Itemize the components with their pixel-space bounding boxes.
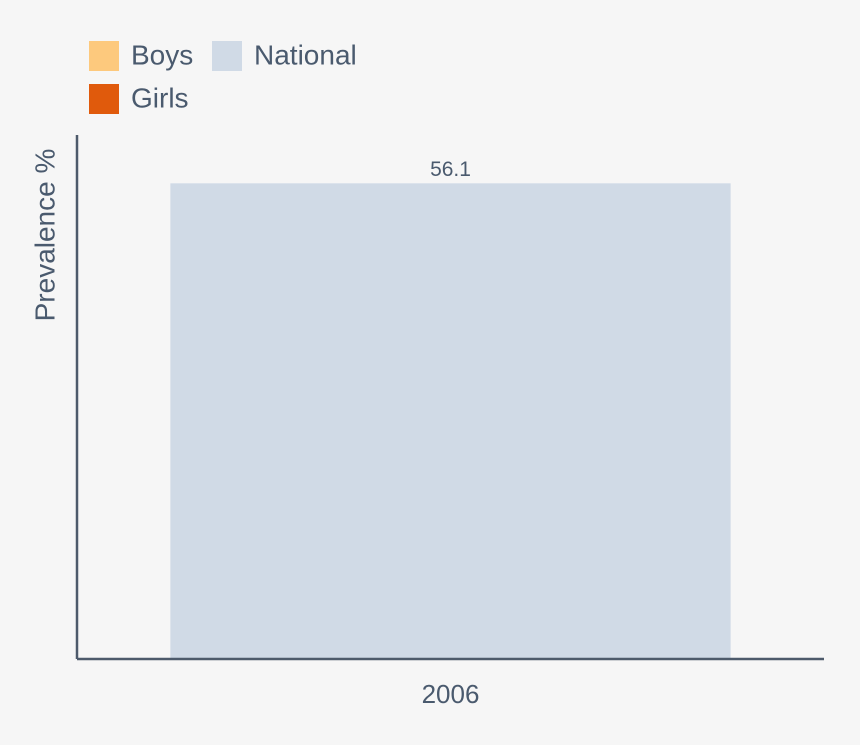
legend-swatch xyxy=(212,41,242,71)
bar xyxy=(170,183,731,660)
legend-swatch xyxy=(89,41,119,71)
legend-label: Girls xyxy=(131,82,189,113)
legend-swatch xyxy=(89,84,119,114)
legend-label: Boys xyxy=(131,39,193,70)
value-label: 56.1 xyxy=(430,158,471,181)
legend-label: National xyxy=(254,39,357,70)
x-tick-label: 2006 xyxy=(422,679,480,709)
y-axis-title: Prevalence % xyxy=(29,149,60,322)
